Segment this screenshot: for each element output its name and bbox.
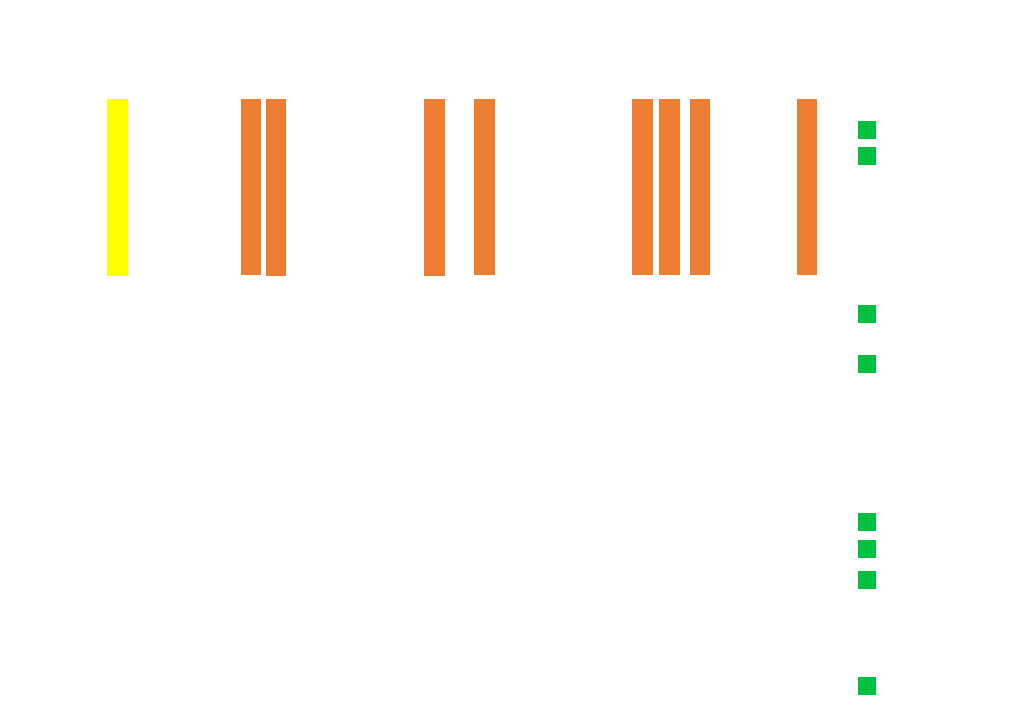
green-marker bbox=[858, 540, 876, 558]
green-marker bbox=[858, 571, 876, 589]
bar bbox=[241, 99, 261, 275]
green-marker bbox=[858, 305, 876, 323]
green-marker bbox=[858, 677, 876, 695]
bar bbox=[659, 99, 680, 275]
bar bbox=[632, 99, 653, 275]
green-marker bbox=[858, 147, 876, 165]
bar bbox=[474, 99, 495, 275]
green-marker bbox=[858, 121, 876, 139]
bar bbox=[690, 99, 710, 275]
bar bbox=[424, 99, 445, 276]
bar bbox=[797, 99, 817, 275]
green-marker bbox=[858, 513, 876, 531]
green-marker bbox=[858, 355, 876, 373]
bar bbox=[266, 99, 286, 276]
highlighted-bar bbox=[107, 99, 128, 276]
